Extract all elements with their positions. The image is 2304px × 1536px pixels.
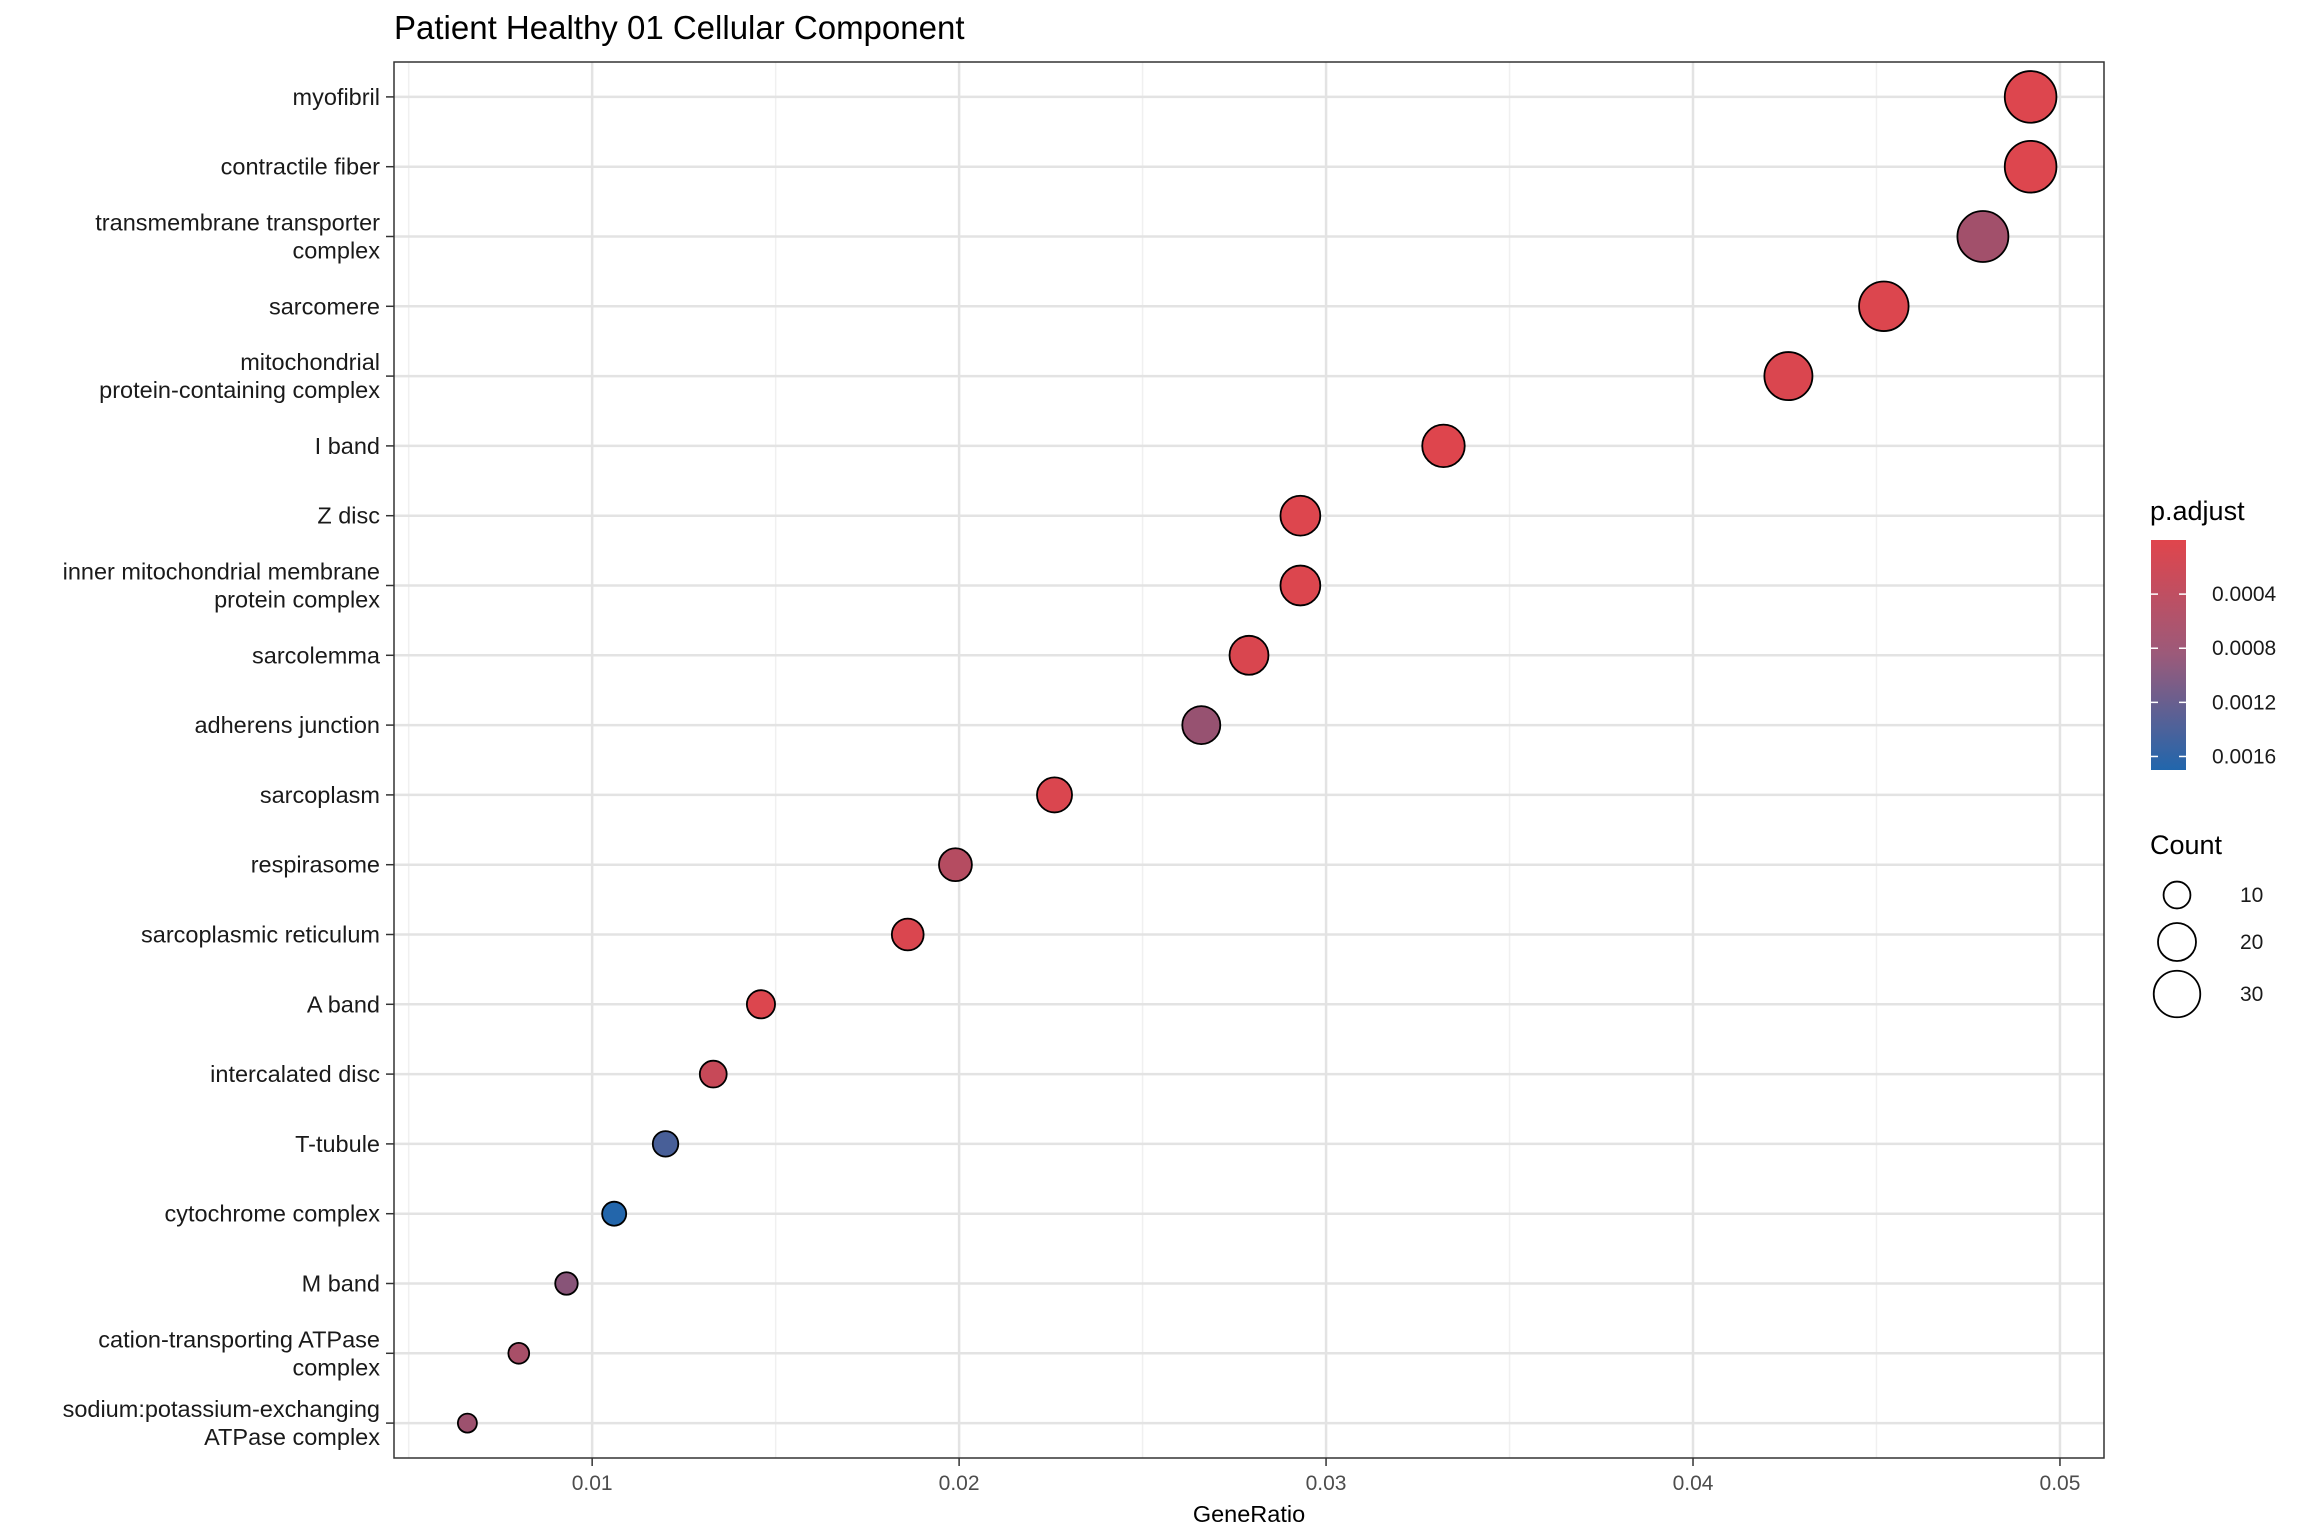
y-tick-label: cation-transporting ATPase [98, 1326, 380, 1352]
size-legend-circle [2162, 880, 2192, 910]
data-point [698, 1059, 728, 1089]
y-tick-label: A band [307, 991, 380, 1017]
x-tick-label: 0.02 [939, 1472, 980, 1495]
y-tick-label: protein complex [214, 587, 380, 613]
y-tick-label: contractile fiber [221, 154, 381, 180]
size-legend-label: 30 [2240, 983, 2263, 1006]
data-point [2003, 70, 2058, 124]
data-point [890, 917, 925, 952]
y-tick-label: intercalated disc [210, 1061, 380, 1087]
data-point [1763, 351, 1814, 402]
y-tick-label: complex [292, 1354, 380, 1380]
data-point [1858, 280, 1910, 332]
x-axis: 0.01 0.02 0.03 0.04 0.05 [572, 1458, 2081, 1495]
data-point [745, 989, 776, 1020]
x-tick-label: 0.04 [1673, 1472, 1714, 1495]
color-legend-tick-label: 0.0004 [2212, 583, 2277, 606]
data-points [456, 70, 2058, 1434]
major-gridlines [590, 62, 2062, 1458]
y-tick-label: sodium:potassium-exchanging [63, 1396, 380, 1422]
size-legend-circle [2157, 922, 2197, 962]
color-legend-ticks: 0.0004 0.0008 0.0012 0.0016 [2151, 583, 2277, 768]
data-point [554, 1271, 579, 1296]
y-axis: myofibril contractile fiber transmembrane … [63, 84, 394, 1450]
x-tick-label: 0.01 [572, 1472, 613, 1495]
x-tick-label: 0.05 [2040, 1472, 2081, 1495]
y-tick-label: adherens junction [194, 712, 380, 738]
y-tick-label: myofibril [293, 84, 380, 110]
data-point [601, 1200, 628, 1227]
minor-gridlines [407, 62, 1878, 1458]
size-legend: Count 10 20 30 [2150, 830, 2263, 1019]
y-tick-label: transmembrane transporter [95, 210, 380, 236]
color-legend-title: p.adjust [2150, 496, 2245, 526]
y-tick-label: Z disc [317, 503, 380, 529]
chart-title: Patient Healthy 01 Cellular Component [394, 9, 965, 46]
color-legend-tick-label: 0.0016 [2212, 745, 2276, 768]
data-point [1279, 564, 1322, 607]
data-point [1181, 705, 1222, 745]
size-legend-circle [2152, 969, 2202, 1019]
data-point [651, 1130, 680, 1158]
x-axis-title: GeneRatio [1193, 1501, 1305, 1527]
y-tick-label: sarcoplasmic reticulum [141, 922, 380, 948]
y-tick-label: mitochondrial [240, 349, 380, 375]
data-point [507, 1341, 531, 1365]
data-point [1279, 494, 1322, 537]
data-point [1956, 210, 2010, 263]
y-tick-label: cytochrome complex [165, 1201, 381, 1227]
y-tick-label: complex [292, 238, 380, 264]
y-tick-label: M band [302, 1271, 380, 1297]
x-tick-label: 0.03 [1306, 1472, 1347, 1495]
color-legend-tick-label: 0.0012 [2212, 691, 2276, 714]
y-tick-label: respirasome [251, 852, 380, 878]
size-legend-label: 10 [2240, 884, 2263, 907]
data-point [1228, 634, 1270, 676]
data-point [1421, 423, 1466, 469]
color-legend-bar [2151, 540, 2186, 770]
size-legend-label: 20 [2240, 931, 2263, 954]
y-tick-label: ATPase complex [204, 1424, 380, 1450]
y-tick-label: protein-containing complex [99, 377, 380, 403]
data-point [2003, 139, 2058, 194]
data-point [938, 847, 973, 883]
data-point [1036, 776, 1073, 814]
y-tick-label: T-tubule [295, 1131, 380, 1157]
y-tick-label: inner mitochondrial membrane [63, 559, 380, 585]
y-tick-label: I band [315, 433, 380, 459]
data-point [456, 1412, 478, 1434]
size-legend-title: Count [2150, 830, 2223, 860]
y-tick-label: sarcomere [269, 293, 380, 319]
y-tick-label: sarcoplasm [260, 782, 380, 808]
color-legend-tick-label: 0.0008 [2212, 637, 2276, 660]
category-gridlines [394, 95, 2104, 1425]
plot-panel-border [393, 61, 2105, 1459]
color-legend: p.adjust 0.0004 0.0008 0.0012 0.0016 [2150, 496, 2277, 770]
y-tick-label: sarcolemma [252, 642, 381, 668]
size-legend-items: 10 20 30 [2152, 880, 2263, 1019]
